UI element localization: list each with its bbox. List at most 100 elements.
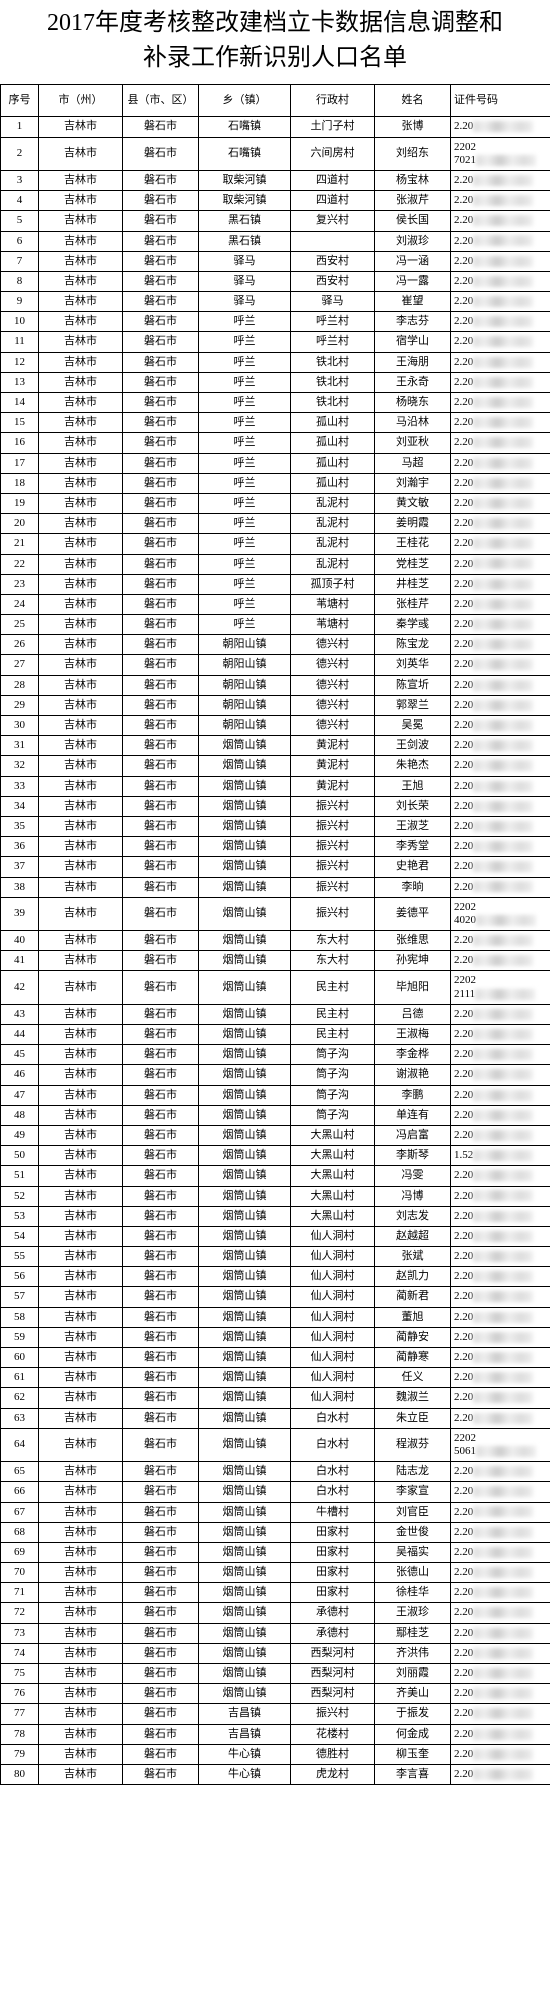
redacted-icon xyxy=(475,989,535,1000)
cell: 孤山村 xyxy=(291,433,375,453)
cell: 吉林市 xyxy=(39,1307,123,1327)
cell: 磐石市 xyxy=(123,1226,199,1246)
cell: 乱泥村 xyxy=(291,534,375,554)
cell: 磐石市 xyxy=(123,594,199,614)
table-row: 13吉林市磐石市呼兰铁北村王永奇2.20 xyxy=(1,372,550,392)
cell: 吉林市 xyxy=(39,816,123,836)
cell: 烟筒山镇 xyxy=(199,837,291,857)
cell: 36 xyxy=(1,837,39,857)
redacted-icon xyxy=(473,417,533,428)
table-row: 18吉林市磐石市呼兰孤山村刘瀚宇2.20 xyxy=(1,473,550,493)
cell: 何金成 xyxy=(375,1724,451,1744)
cell: 1 xyxy=(1,117,39,137)
cell-id: 2.20 xyxy=(451,251,550,271)
cell: 吉林市 xyxy=(39,655,123,675)
cell: 18 xyxy=(1,473,39,493)
cell: 宿学山 xyxy=(375,332,451,352)
cell: 白水村 xyxy=(291,1482,375,1502)
cell: 53 xyxy=(1,1206,39,1226)
cell: 吉林市 xyxy=(39,1186,123,1206)
table-row: 54吉林市磐石市烟筒山镇仙人洞村赵越超2.20 xyxy=(1,1226,550,1246)
table-row: 62吉林市磐石市烟筒山镇仙人洞村魏淑兰2.20 xyxy=(1,1388,550,1408)
cell: 磐石市 xyxy=(123,635,199,655)
redacted-icon xyxy=(473,1749,533,1760)
cell-id: 2.20 xyxy=(451,1348,550,1368)
cell: 承德村 xyxy=(291,1623,375,1643)
cell-id: 2.20 xyxy=(451,1744,550,1764)
cell-id: 2.20 xyxy=(451,231,550,251)
cell-id: 2.20 xyxy=(451,1643,550,1663)
cell: 驿马 xyxy=(199,271,291,291)
redacted-icon xyxy=(473,1486,533,1497)
cell: 磐石市 xyxy=(123,1348,199,1368)
cell: 62 xyxy=(1,1388,39,1408)
table-row: 52吉林市磐石市烟筒山镇大黑山村冯博2.20 xyxy=(1,1186,550,1206)
cell: 磐石市 xyxy=(123,534,199,554)
cell: 呼兰 xyxy=(199,413,291,433)
cell: 21 xyxy=(1,534,39,554)
cell: 冯博 xyxy=(375,1186,451,1206)
redacted-icon xyxy=(473,1708,533,1719)
redacted-icon xyxy=(473,377,533,388)
cell: 吉林市 xyxy=(39,1247,123,1267)
table-row: 21吉林市磐石市呼兰乱泥村王桂花2.20 xyxy=(1,534,550,554)
cell: 乱泥村 xyxy=(291,514,375,534)
cell: 蔺新君 xyxy=(375,1287,451,1307)
table-row: 33吉林市磐石市烟筒山镇黄泥村王旭2.20 xyxy=(1,776,550,796)
cell: 吉林市 xyxy=(39,433,123,453)
table-row: 31吉林市磐石市烟筒山镇黄泥村王剑波2.20 xyxy=(1,736,550,756)
cell: 孤山村 xyxy=(291,473,375,493)
cell: 11 xyxy=(1,332,39,352)
redacted-icon xyxy=(473,1110,533,1121)
cell-id: 2.20 xyxy=(451,1125,550,1145)
cell: 76 xyxy=(1,1684,39,1704)
cell-id: 2.20 xyxy=(451,1603,550,1623)
cell: 吉林市 xyxy=(39,170,123,190)
cell: 7 xyxy=(1,251,39,271)
redacted-icon xyxy=(473,639,533,650)
table-row: 26吉林市磐石市朝阳山镇德兴村陈宝龙2.20 xyxy=(1,635,550,655)
cell: 孤山村 xyxy=(291,413,375,433)
cell-id: 2.20 xyxy=(451,1623,550,1643)
cell: 德胜村 xyxy=(291,1744,375,1764)
cell: 王淑芝 xyxy=(375,816,451,836)
cell: 张博 xyxy=(375,117,451,137)
redacted-icon xyxy=(473,316,533,327)
cell: 土门子村 xyxy=(291,117,375,137)
cell: 复兴村 xyxy=(291,211,375,231)
cell-id: 2.20 xyxy=(451,594,550,614)
cell: 吉林市 xyxy=(39,1623,123,1643)
cell: 筒子沟 xyxy=(291,1085,375,1105)
redacted-icon xyxy=(473,861,533,872)
cell: 磐石市 xyxy=(123,1307,199,1327)
cell-id: 2.20 xyxy=(451,1105,550,1125)
cell: 于振发 xyxy=(375,1704,451,1724)
cell: 32 xyxy=(1,756,39,776)
cell-id: 2.20 xyxy=(451,951,550,971)
cell: 磐石市 xyxy=(123,837,199,857)
table-row: 39吉林市磐石市烟筒山镇振兴村姜德平22024020 xyxy=(1,897,550,930)
cell: 磐石市 xyxy=(123,117,199,137)
cell: 24 xyxy=(1,594,39,614)
cell: 烟筒山镇 xyxy=(199,1085,291,1105)
table-row: 24吉林市磐石市呼兰苇塘村张桂芹2.20 xyxy=(1,594,550,614)
cell: 呼兰 xyxy=(199,352,291,372)
cell: 吉林市 xyxy=(39,554,123,574)
table-row: 19吉林市磐石市呼兰乱泥村黄文敏2.20 xyxy=(1,493,550,513)
table-row: 20吉林市磐石市呼兰乱泥村姜明霞2.20 xyxy=(1,514,550,534)
cell: 王桂花 xyxy=(375,534,451,554)
cell: 吉林市 xyxy=(39,675,123,695)
redacted-icon xyxy=(473,1688,533,1699)
cell-id: 2.20 xyxy=(451,816,550,836)
cell: 磐石市 xyxy=(123,1502,199,1522)
cell: 振兴村 xyxy=(291,837,375,857)
cell-id: 2.20 xyxy=(451,1065,550,1085)
cell: 德兴村 xyxy=(291,695,375,715)
cell: 磐石市 xyxy=(123,372,199,392)
cell: 吉林市 xyxy=(39,1704,123,1724)
cell: 史艳君 xyxy=(375,857,451,877)
cell: 单连有 xyxy=(375,1105,451,1125)
cell: 吉林市 xyxy=(39,1724,123,1744)
redacted-icon xyxy=(473,781,533,792)
cell: 烟筒山镇 xyxy=(199,796,291,816)
